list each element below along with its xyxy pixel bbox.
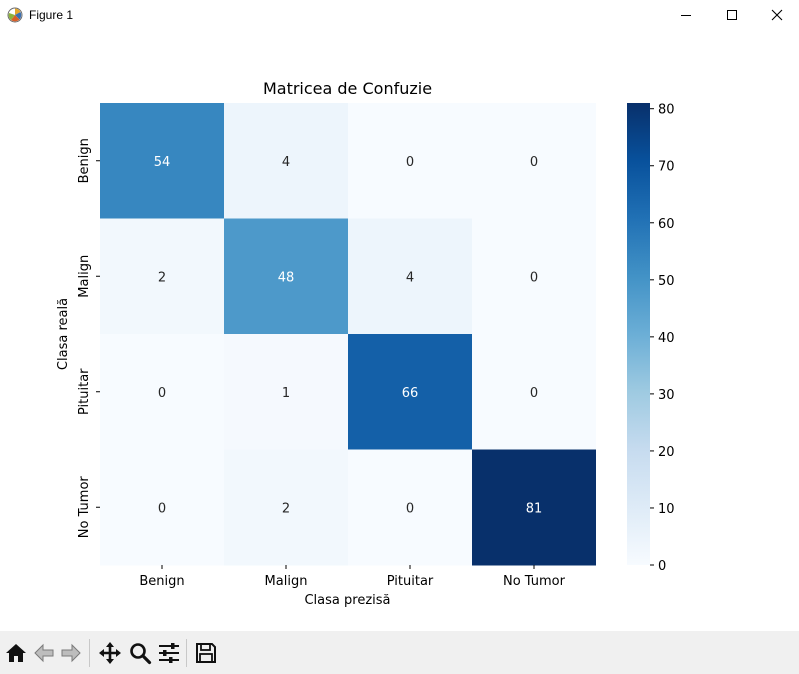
heatmap-cell xyxy=(100,449,224,566)
pan-button[interactable] xyxy=(97,640,123,666)
y-tick-label: Malign xyxy=(77,255,92,298)
heatmap-cell xyxy=(472,218,596,335)
heatmap-cell xyxy=(224,449,348,566)
maximize-icon xyxy=(727,10,737,20)
x-tick-label: No Tumor xyxy=(503,574,566,589)
save-button[interactable] xyxy=(193,640,219,666)
zoom-magnifier-icon xyxy=(130,643,152,665)
colorbar-tick-label: 30 xyxy=(658,388,675,403)
save-floppy-icon xyxy=(196,643,216,663)
configure-subplots-button[interactable] xyxy=(156,640,182,666)
back-arrow-icon xyxy=(34,643,54,663)
colorbar-tick-label: 10 xyxy=(658,502,675,517)
minimize-button[interactable] xyxy=(663,0,709,31)
cell-value-label: 1 xyxy=(282,386,290,401)
heatmap-cell xyxy=(472,449,596,566)
heatmap-cell xyxy=(224,103,348,219)
heatmap-cell xyxy=(224,218,348,335)
maximize-button[interactable] xyxy=(709,0,755,31)
heatmap-cell xyxy=(224,334,348,450)
confusion-matrix-heatmap: Matricea de Confuzie 54 4 0 02 48 4 00 1 66 00 2 0 8… xyxy=(56,79,675,608)
y-axis-label: Clasa reală xyxy=(56,298,71,370)
figure-canvas[interactable]: Matricea de Confuzie 54 4 0 0 2 48 4 0 0 1 66 0 0 2 0 8… xyxy=(0,31,799,631)
cell-value-label: 4 xyxy=(406,270,414,285)
zoom-button[interactable] xyxy=(127,640,153,666)
heatmap-cell xyxy=(348,218,472,335)
cell-value-label: 4 xyxy=(282,155,290,170)
toolbar-separator xyxy=(89,639,90,667)
cell-value-label: 0 xyxy=(530,386,538,401)
cell-value-label: 0 xyxy=(530,155,538,170)
heatmap-cell xyxy=(100,218,224,335)
heatmap-cell xyxy=(348,103,472,219)
navigation-toolbar xyxy=(0,631,799,674)
cell-value-label: 48 xyxy=(278,270,295,285)
forward-button[interactable] xyxy=(58,640,84,666)
colorbar-tick-label: 20 xyxy=(658,445,675,460)
heatmap-cell xyxy=(100,334,224,450)
cell-value-label: 54 xyxy=(154,155,171,170)
home-icon xyxy=(6,644,26,662)
cell-value-label: 2 xyxy=(282,501,290,516)
cell-value-label: 0 xyxy=(158,386,166,401)
heatmap-cell xyxy=(472,103,596,219)
cell-value-label: 66 xyxy=(402,386,419,401)
chart-title: Matricea de Confuzie xyxy=(263,79,432,98)
heatmap-cell xyxy=(472,334,596,450)
minimize-icon xyxy=(681,15,691,16)
colorbar-tick-label: 60 xyxy=(658,217,675,232)
home-button[interactable] xyxy=(3,640,29,666)
cell-value-label: 0 xyxy=(406,501,414,516)
forward-arrow-icon xyxy=(61,643,81,663)
cell-value-label: 0 xyxy=(158,501,166,516)
x-tick-label: Benign xyxy=(139,574,184,589)
x-tick-label: Malign xyxy=(265,574,308,589)
window-titlebar: Figure 1 xyxy=(0,0,799,31)
cell-value-label: 0 xyxy=(530,270,538,285)
pan-move-icon xyxy=(99,642,121,664)
cell-value-label: 2 xyxy=(158,270,166,285)
heatmap-cell xyxy=(348,334,472,450)
close-icon xyxy=(771,9,783,21)
y-tick-label: Benign xyxy=(77,138,92,183)
colorbar-tick-label: 50 xyxy=(658,274,675,289)
colorbar-tick-label: 0 xyxy=(658,559,666,574)
back-button[interactable] xyxy=(31,640,57,666)
colorbar-tick-label: 40 xyxy=(658,331,675,346)
heatmap-cell xyxy=(100,103,224,219)
colorbar xyxy=(627,103,650,565)
window-title: Figure 1 xyxy=(29,8,74,22)
cell-value-label: 0 xyxy=(406,155,414,170)
close-button[interactable] xyxy=(754,0,799,31)
toolbar-separator xyxy=(186,639,187,667)
cell-value-label: 81 xyxy=(526,501,543,516)
x-axis-label: Clasa prezisă xyxy=(304,593,390,608)
matplotlib-logo-icon xyxy=(7,7,23,23)
heatmap-cell xyxy=(348,449,472,566)
x-tick-label: Pituitar xyxy=(387,574,434,589)
y-tick-label: No Tumor xyxy=(77,476,92,539)
configure-subplots-icon xyxy=(159,643,179,663)
colorbar-tick-label: 80 xyxy=(658,103,675,118)
colorbar-tick-label: 70 xyxy=(658,160,675,175)
y-tick-label: Pituitar xyxy=(77,368,92,415)
